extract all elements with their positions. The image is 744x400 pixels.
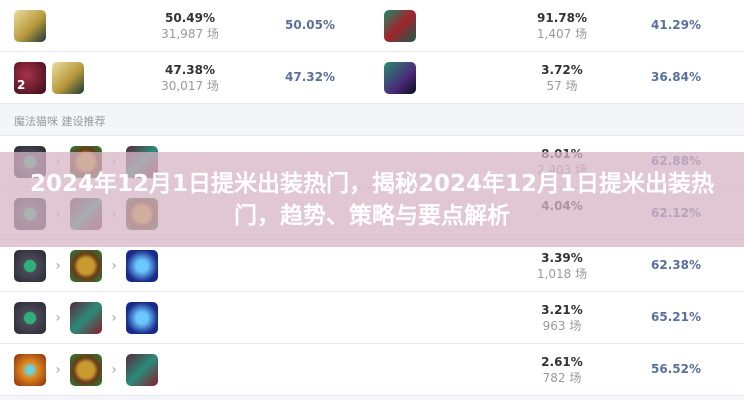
table-row[interactable]: 3.72% 57 场 36.84% [372,52,744,104]
win-rate: 36.84% [651,70,701,84]
pick-rate: 47.38% [165,63,215,77]
table-row[interactable]: › › 2.61% 782 场 56.52% [0,344,744,396]
bell-item-icon[interactable] [70,354,102,386]
bell-item-icon[interactable] [70,250,102,282]
chevron-right-icon: › [111,362,117,378]
table-row[interactable]: 91.78% 1,407 场 41.29% [372,0,744,52]
amulet-item-icon[interactable] [14,302,46,334]
green-boots-item-icon[interactable] [384,62,416,94]
title-banner: 2024年12月1日提米出装热门，揭秘2024年12月1日提米出装热门，趋势、策… [0,152,744,247]
banner-title: 2024年12月1日提米出装热门，揭秘2024年12月1日提米出装热门，趋势、策… [29,170,715,229]
amulet-item-icon[interactable] [14,250,46,282]
chevron-right-icon: › [111,258,117,274]
win-rate: 62.38% [651,258,701,272]
blue-wisp-item-icon[interactable] [126,250,158,282]
top-item-table: 50.49% 31,987 场 50.05% 2 47.38% 30,017 场 47… [0,0,744,104]
win-rate: 65.21% [651,310,701,324]
right-column: 91.78% 1,407 场 41.29% 3.72% 57 场 36.84% [372,0,744,104]
games-count: 782 场 [542,371,582,385]
games-count: 30,017 场 [161,79,219,93]
pick-rate: 3.72% [541,63,583,77]
games-count: 57 场 [546,79,578,93]
scroll-item-icon[interactable] [52,62,84,94]
games-count: 1,407 场 [536,27,588,41]
pick-rate-cell: 2.61% 782 场 [502,354,622,386]
win-rate: 41.29% [651,18,701,32]
red-boots-item-icon[interactable] [384,10,416,42]
left-column: 50.49% 31,987 场 50.05% 2 47.38% 30,017 场 47… [0,0,372,104]
win-rate: 47.32% [285,70,335,84]
item-icons: 2 [14,62,84,94]
pick-rate-cell: 47.38% 30,017 场 [130,62,250,94]
pick-rate-cell: 3.39% 1,018 场 [502,250,622,282]
chevron-right-icon: › [55,310,61,326]
item-icons: ›› [14,302,158,334]
pick-rate-cell: 3.21% 963 场 [502,302,622,334]
fire-amulet-item-icon[interactable] [14,354,46,386]
stack-count-badge: 2 [17,78,26,92]
pick-rate-cell: 3.72% 57 场 [502,62,622,94]
item-icons [14,10,46,42]
games-count: 963 场 [542,319,582,333]
games-count: 1,018 场 [536,267,588,281]
chevron-right-icon: › [111,310,117,326]
pick-rate: 2.61% [541,355,583,369]
pick-rate-cell: 91.78% 1,407 场 [502,10,622,42]
cloak-item-icon[interactable] [70,302,102,334]
win-rate: 56.52% [651,362,701,376]
games-count: 31,987 场 [161,27,219,41]
pick-rate: 50.49% [165,11,215,25]
chevron-right-icon: › [55,258,61,274]
item-icons: ›› [14,250,158,282]
item-icons [384,10,416,42]
pick-rate: 3.39% [541,251,583,265]
section-header: 魔法猫咪 建设推荐 [0,104,744,136]
table-row[interactable]: › › 3.39% 1,018 场 62.38% [0,240,744,292]
win-rate: 50.05% [285,18,335,32]
blue-wisp-item-icon[interactable] [126,302,158,334]
cloak-item-icon[interactable] [126,354,158,386]
red-potion-item-icon[interactable]: 2 [14,62,46,94]
item-icons [384,62,416,94]
table-row[interactable]: 2 47.38% 30,017 场 47.32% [0,52,372,104]
table-row[interactable]: › › 3.21% 963 场 65.21% [0,292,744,344]
pick-rate: 91.78% [537,11,587,25]
item-icons: ›› [14,354,158,386]
table-row[interactable]: 50.49% 31,987 场 50.05% [0,0,372,52]
chevron-right-icon: › [55,362,61,378]
pick-rate: 3.21% [541,303,583,317]
pick-rate-cell: 50.49% 31,987 场 [130,10,250,42]
scroll-item-icon[interactable] [14,10,46,42]
